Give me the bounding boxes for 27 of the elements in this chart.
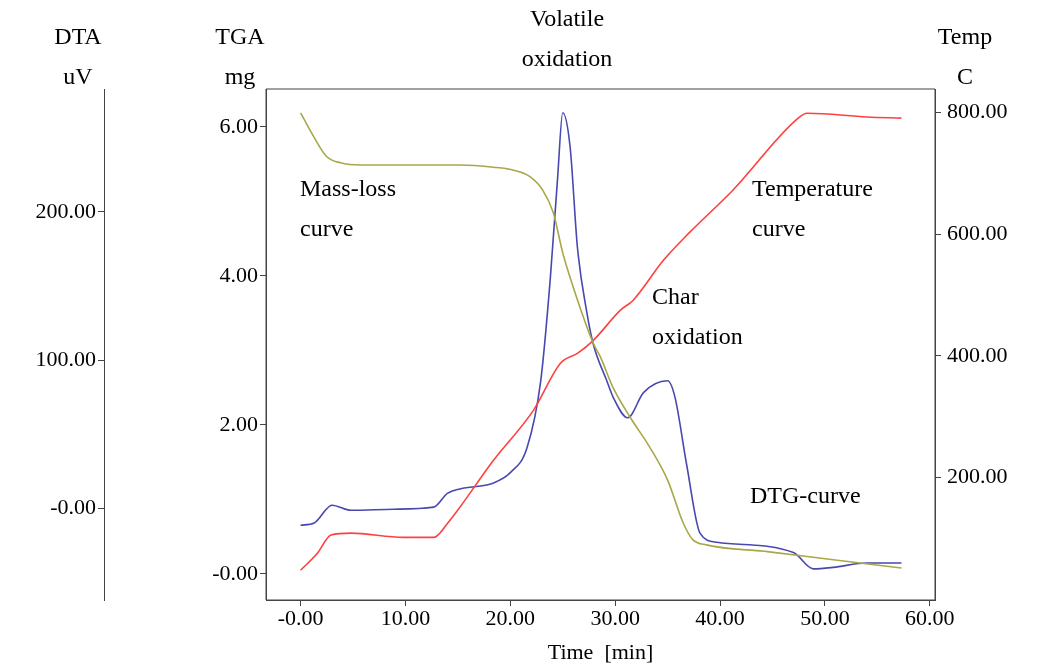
x-tick-label: 50.00: [800, 604, 850, 630]
y-tick-label: -0.00: [212, 559, 258, 585]
x-tick-label: 40.00: [695, 604, 745, 630]
series-label: Mass-loss curve: [300, 175, 397, 242]
y-axis-title: TGA mg: [215, 23, 266, 90]
series-label: Temperature curve: [752, 175, 873, 242]
x-axis-title: Time [min]: [547, 638, 654, 664]
annotation: Char oxidation: [652, 283, 743, 350]
y-tick-label: 6.00: [219, 112, 258, 138]
y2-tick-label: 400.00: [947, 341, 1008, 367]
series-label: DTG-curve: [750, 482, 861, 509]
y-tick-label: 4.00: [219, 261, 258, 287]
y2-tick-label: 600.00: [947, 220, 1008, 245]
y2-tick-label: 200.00: [947, 463, 1008, 489]
x-tick-label: 20.00: [485, 604, 536, 630]
y-tick-label: 2.00: [219, 410, 258, 436]
y3-tick-label: 100.00: [35, 345, 96, 371]
x-tick-label: 10.00: [380, 604, 431, 630]
y2-tick-label: 800.00: [947, 98, 1008, 124]
y3-axis-title: DTA uV: [54, 23, 103, 90]
x-tick-label: 60.00: [905, 604, 955, 630]
y2-axis-title: Temp C: [937, 23, 993, 90]
y3-tick-label: -0.00: [50, 493, 96, 519]
x-tick-label: -0.00: [277, 604, 324, 630]
text: Volatile oxidation: [521, 5, 613, 72]
y3-tick-label: 200.00: [35, 197, 96, 223]
x-tick-label: 30.00: [590, 604, 640, 630]
